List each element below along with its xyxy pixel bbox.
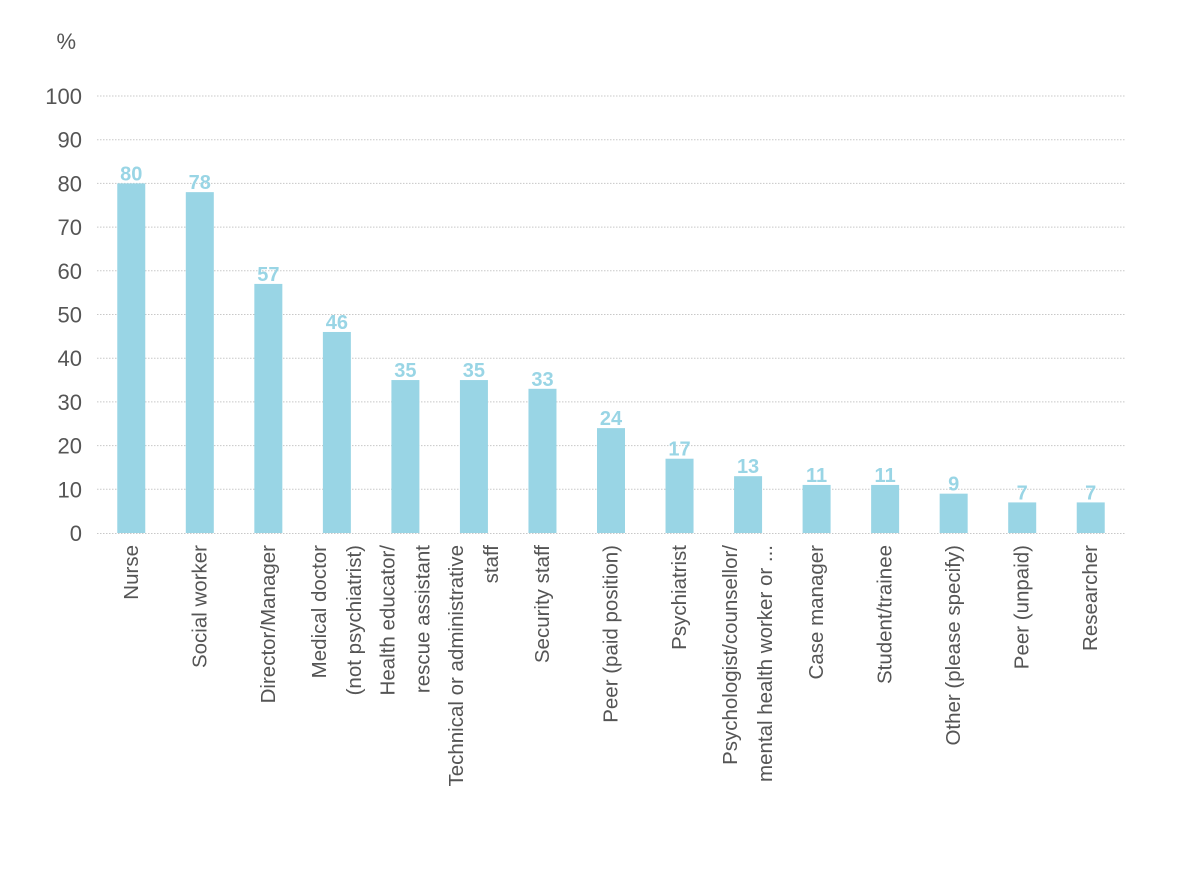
y-tick-label: 20 (58, 434, 82, 459)
y-tick-label: 90 (58, 128, 82, 153)
x-tick-label: Nurse (120, 545, 143, 600)
x-tick-label: staff (480, 545, 503, 584)
data-label: 13 (737, 456, 759, 478)
y-tick-label: 100 (45, 84, 82, 109)
x-tick-label: Psychologist/counsellor/ (719, 545, 742, 765)
data-label: 35 (463, 360, 485, 382)
x-tick-label: Health educator/ (376, 545, 399, 696)
bar (734, 476, 763, 533)
y-tick-label: 60 (58, 259, 82, 284)
x-tick-label: Psychiatrist (668, 545, 691, 650)
bar (1008, 502, 1037, 533)
y-tick-label: 30 (58, 390, 82, 415)
x-tick-label: Other (please specify) (942, 545, 965, 746)
x-tick-label: (not psychiatrist) (343, 545, 366, 695)
data-label: 24 (600, 408, 623, 430)
y-tick-label: 80 (58, 171, 82, 196)
bar (665, 458, 694, 533)
y-axis-label: % (56, 29, 76, 54)
data-label: 7 (1017, 482, 1028, 504)
x-tick-label: Medical doctor (308, 545, 331, 678)
x-tick-label: Student/trainee (874, 545, 897, 684)
bar (322, 331, 351, 533)
x-tick-label: Case manager (805, 545, 828, 680)
data-label: 78 (189, 172, 211, 194)
bar (459, 380, 488, 533)
y-tick-label: 10 (58, 477, 82, 502)
data-label: 7 (1085, 482, 1096, 504)
x-tick-label: Peer (paid position) (600, 545, 623, 723)
bar (802, 484, 831, 533)
data-label: 33 (531, 369, 553, 391)
x-tick-label: Security staff (531, 545, 554, 663)
data-label: 46 (326, 312, 348, 334)
bar (391, 380, 420, 533)
data-label: 11 (806, 465, 827, 487)
bar (597, 428, 625, 533)
data-label: 80 (120, 163, 142, 185)
data-label: 11 (875, 465, 896, 487)
bar (254, 283, 283, 533)
x-tick-label: Peer (unpaid) (1011, 545, 1034, 669)
data-label: 9 (948, 474, 959, 496)
x-tick-label: Researcher (1079, 545, 1102, 651)
data-label: 17 (668, 439, 690, 461)
x-tick-label: Director/Manager (257, 545, 280, 704)
x-tick-label: Technical or administrative (445, 545, 468, 787)
y-tick-label: 70 (58, 215, 82, 240)
bar (185, 192, 214, 533)
data-label: 57 (257, 264, 279, 286)
bar (117, 183, 146, 533)
x-tick-label: mental health worker or ... (754, 545, 777, 782)
bar (1076, 502, 1105, 533)
y-tick-label: 50 (58, 303, 82, 328)
x-tick-label: Social worker (188, 545, 211, 668)
bar (871, 484, 900, 533)
bar (528, 388, 557, 533)
data-label: 35 (394, 360, 416, 382)
y-tick-label: 40 (58, 346, 82, 371)
x-tick-label: rescue assistant (411, 545, 434, 693)
bar (939, 493, 968, 533)
y-tick-label: 0 (70, 521, 82, 546)
